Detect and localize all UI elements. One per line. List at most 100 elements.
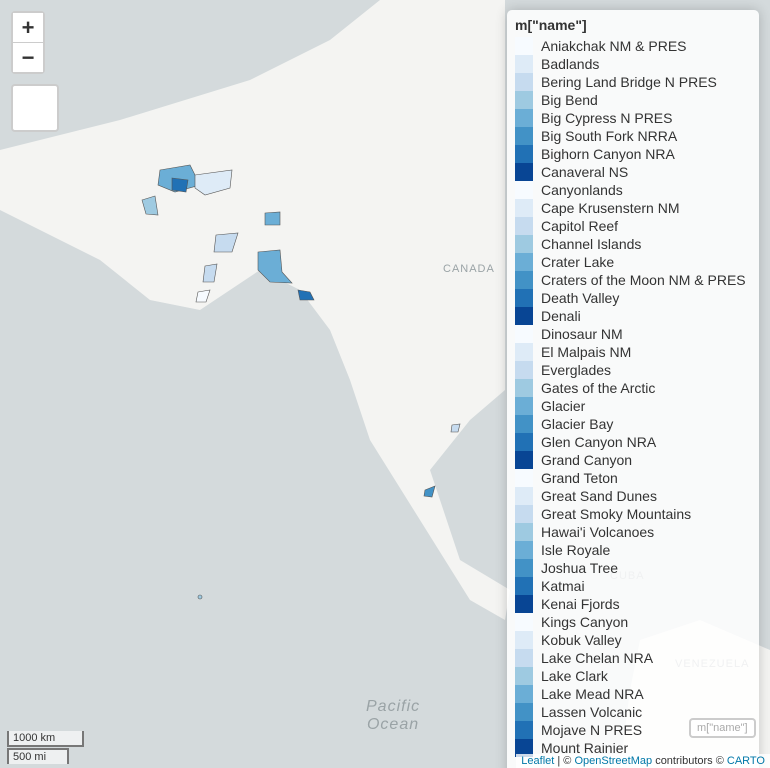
legend-label: Aniakchak NM & PRES: [541, 38, 687, 54]
park: [171, 177, 189, 193]
legend-label: Great Sand Dunes: [541, 488, 657, 504]
legend-label: Cape Krusenstern NM: [541, 200, 680, 216]
legend-label: Hawai'i Volcanoes: [541, 524, 655, 540]
legend-swatch: [515, 217, 533, 235]
legend-swatch: [515, 487, 533, 505]
legend-title: m["name"]: [515, 17, 587, 33]
legend-swatch: [515, 505, 533, 523]
legend-swatch: [515, 595, 533, 613]
legend-label: Katmai: [541, 578, 585, 594]
legend-swatch: [515, 91, 533, 109]
legend-swatch: [515, 109, 533, 127]
legend-label: Big South Fork NRRA: [541, 128, 678, 144]
land: [0, 0, 510, 620]
legend-swatch: [515, 703, 533, 721]
legend-swatch: [515, 325, 533, 343]
park: [157, 164, 201, 193]
legend-label: Canaveral NS: [541, 164, 629, 180]
legend-swatch: [515, 631, 533, 649]
legend-label: Denali: [541, 308, 581, 324]
legend-swatch: [515, 181, 533, 199]
legend-label: El Malpais NM: [541, 344, 632, 360]
legend-label: Crater Lake: [541, 254, 615, 270]
legend-label: Great Smoky Mountains: [541, 506, 692, 522]
legend-label: Bering Land Bridge N PRES: [541, 74, 717, 90]
legend-label: Glen Canyon NRA: [541, 434, 657, 450]
carto-link[interactable]: CARTO: [726, 755, 765, 767]
legend-swatch: [515, 235, 533, 253]
legend-label: Joshua Tree: [541, 560, 619, 576]
legend-label: Canyonlands: [541, 182, 623, 198]
legend-label: Channel Islands: [541, 236, 642, 252]
legend: m["name"] Aniakchak NM & PRES Badlands Ber…: [507, 10, 759, 768]
legend-swatch: [515, 739, 533, 757]
park: [450, 423, 461, 433]
leaflet-link[interactable]: Leaflet: [521, 755, 555, 767]
legend-swatch: [515, 451, 533, 469]
legend-label: Lake Clark: [541, 668, 608, 684]
legend-label: Badlands: [541, 56, 600, 72]
land: [20, 130, 140, 200]
legend-label: Kobuk Valley: [541, 632, 622, 648]
legend-swatch: [515, 613, 533, 631]
park: [195, 289, 211, 303]
legend-swatch: [515, 307, 533, 325]
legend-label: Dinosaur NM: [541, 326, 623, 342]
legend-swatch: [515, 127, 533, 145]
empty-control[interactable]: [11, 84, 59, 132]
legend-label: Grand Canyon: [541, 452, 633, 468]
zoom-in[interactable]: +: [13, 13, 43, 43]
park: [141, 195, 159, 216]
legend-swatch: [515, 271, 533, 289]
attribution: Leaflet | © OpenStreetMap contributors ©…: [516, 754, 770, 768]
legend-swatch: [515, 55, 533, 73]
park: [194, 169, 233, 196]
legend-swatch: [515, 289, 533, 307]
attr-text: contributors ©: [655, 755, 724, 767]
park: [202, 263, 218, 283]
legend-swatch: [515, 361, 533, 379]
legend-swatch: [515, 469, 533, 487]
legend-swatch: [515, 37, 533, 55]
legend-swatch: [515, 685, 533, 703]
park: [257, 249, 293, 284]
legend-swatch: [515, 343, 533, 361]
legend-label: Lassen Volcanic: [541, 704, 643, 720]
layer-control[interactable]: m["name"]: [689, 718, 756, 738]
attr-text: | ©: [557, 755, 572, 767]
legend-label: Craters of the Moon NM & PRES: [541, 272, 746, 288]
legend-label: Grand Teton: [541, 470, 618, 486]
legend-swatch: [515, 433, 533, 451]
legend-label: Kings Canyon: [541, 614, 629, 630]
map-label: Pacific Ocean: [366, 698, 421, 733]
osm-link[interactable]: OpenStreetMap: [574, 755, 653, 767]
legend-label: Glacier Bay: [541, 416, 614, 432]
legend-swatch: [515, 397, 533, 415]
legend-label: Bighorn Canyon NRA: [541, 146, 675, 162]
legend-label: Death Valley: [541, 290, 620, 306]
legend-swatch: [515, 649, 533, 667]
legend-swatch: [515, 523, 533, 541]
legend-label: Big Cypress N PRES: [541, 110, 673, 126]
map-label: CANADA: [443, 263, 495, 275]
legend-label: Lake Chelan NRA: [541, 650, 654, 666]
legend-swatch: [515, 721, 533, 739]
park: [264, 211, 281, 226]
park: [213, 232, 239, 253]
legend-label: Lake Mead NRA: [541, 686, 644, 702]
legend-swatch: [515, 415, 533, 433]
legend-swatch: [515, 73, 533, 91]
zoom-control: + −: [11, 11, 45, 74]
scale-metric: 1000 km: [7, 731, 84, 747]
legend-label: Capitol Reef: [541, 218, 619, 234]
legend-swatch: [515, 163, 533, 181]
legend-label: Isle Royale: [541, 542, 611, 558]
legend-label: Glacier: [541, 398, 586, 414]
scale-imperial: 500 mi: [7, 748, 69, 764]
park: [423, 485, 436, 498]
zoom-out[interactable]: −: [13, 43, 43, 72]
legend-label: Big Bend: [541, 92, 598, 108]
legend-label: Mojave N PRES: [541, 722, 643, 738]
legend-swatch: [515, 559, 533, 577]
